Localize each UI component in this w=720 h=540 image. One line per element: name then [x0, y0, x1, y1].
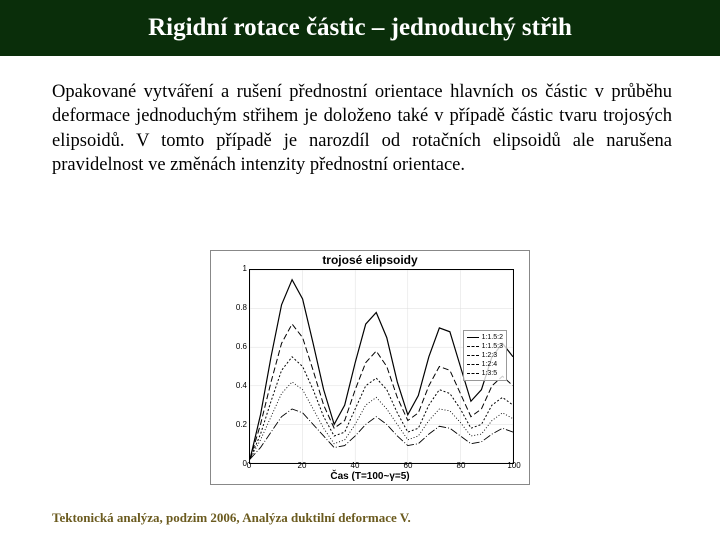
legend-swatch	[467, 364, 479, 365]
chart-container: trojosé elipsoidy Intenzita přednostního…	[210, 250, 530, 485]
chart-ytick: 0.2	[235, 420, 247, 429]
chart-legend: 1:1.5:21:1.5:31:2:31:2:41:3:5	[463, 330, 507, 381]
chart-xtick: 20	[298, 461, 307, 470]
chart-ytick: 0.4	[235, 381, 247, 390]
legend-row: 1:1.5:2	[467, 333, 503, 342]
legend-row: 1:1.5:3	[467, 342, 503, 351]
legend-label: 1:3:5	[482, 369, 498, 378]
chart-ytick: 0.6	[235, 342, 247, 351]
legend-label: 1:2:3	[482, 351, 498, 360]
chart-xtick: 40	[351, 461, 360, 470]
legend-swatch	[467, 355, 479, 356]
legend-swatch	[467, 373, 479, 374]
slide-footer: Tektonická analýza, podzim 2006, Analýza…	[52, 510, 411, 526]
legend-swatch	[467, 346, 479, 347]
chart-plot-area: 1:1.5:21:1.5:31:2:31:2:41:3:5	[249, 269, 514, 464]
chart-ytick: 0	[235, 459, 247, 468]
chart-xtick: 60	[404, 461, 413, 470]
chart-ytick: 0.8	[235, 303, 247, 312]
legend-label: 1:2:4	[482, 360, 498, 369]
legend-swatch	[467, 337, 479, 338]
legend-row: 1:2:4	[467, 360, 503, 369]
chart-xlabel: Čas (T=100~γ=5)	[211, 471, 529, 482]
chart-xtick: 80	[457, 461, 466, 470]
chart-xtick: 100	[507, 461, 520, 470]
chart-title: trojosé elipsoidy	[211, 253, 529, 267]
legend-row: 1:2:3	[467, 351, 503, 360]
title-bar: Rigidní rotace částic – jednoduchý střih	[0, 0, 720, 56]
chart-xtick: 0	[247, 461, 251, 470]
legend-label: 1:1.5:3	[482, 342, 503, 351]
chart-ytick: 1	[235, 264, 247, 273]
slide: Rigidní rotace částic – jednoduchý střih…	[0, 0, 720, 540]
legend-row: 1:3:5	[467, 369, 503, 378]
legend-label: 1:1.5:2	[482, 333, 503, 342]
slide-title: Rigidní rotace částic – jednoduchý střih	[148, 14, 572, 42]
slide-body-text: Opakované vytváření a rušení přednostní …	[52, 80, 672, 178]
